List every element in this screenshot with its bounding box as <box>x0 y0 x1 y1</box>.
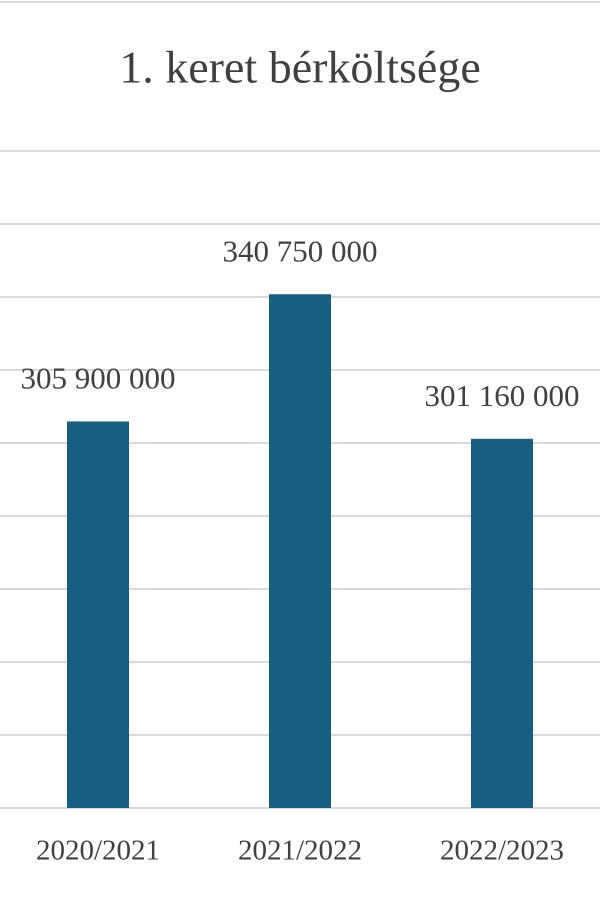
bar <box>269 294 331 808</box>
data-label: 305 900 000 <box>21 361 176 396</box>
data-label: 301 160 000 <box>425 378 580 413</box>
x-tick-label: 2021/2022 <box>238 835 362 867</box>
data-label: 340 750 000 <box>223 233 378 268</box>
chart-title: 1. keret bérköltsége <box>119 42 480 93</box>
bar <box>471 438 533 808</box>
x-tick-label: 2020/2021 <box>36 835 160 867</box>
x-tick-label: 2022/2023 <box>440 835 564 867</box>
bar <box>67 421 129 808</box>
